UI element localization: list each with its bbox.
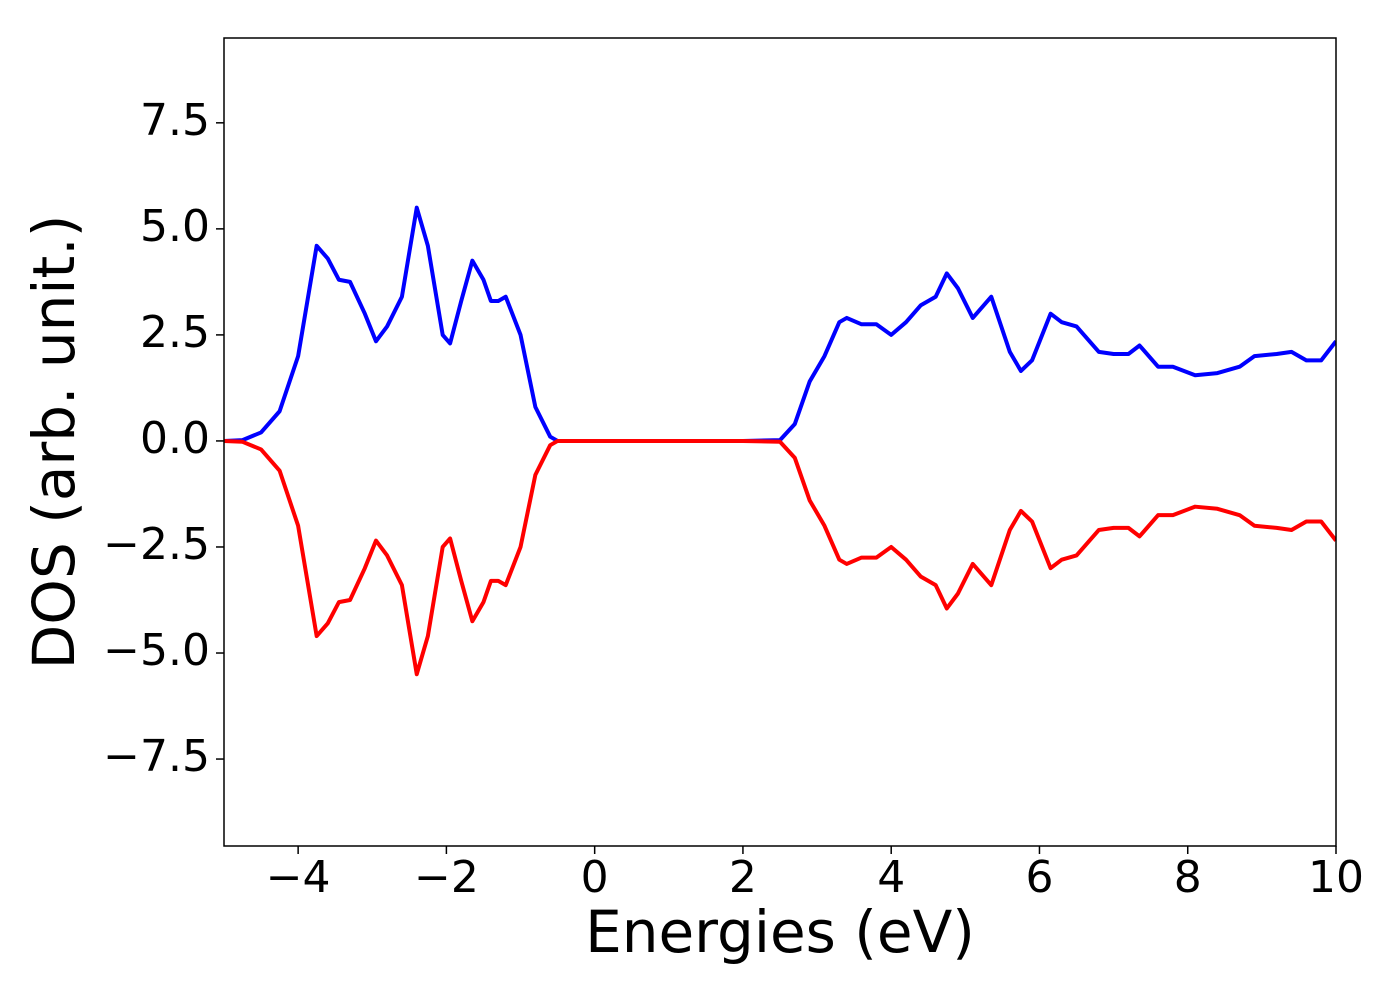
y-tick-label: −2.5 xyxy=(103,519,210,570)
x-tick-label: 10 xyxy=(1308,852,1364,903)
x-tick-label: 6 xyxy=(1025,852,1053,903)
x-tick-label: −4 xyxy=(266,852,331,903)
y-tick-label: 7.5 xyxy=(140,95,210,146)
dos-line xyxy=(224,205,1336,443)
x-tick-label: −2 xyxy=(414,852,479,903)
y-tick-label: −5.0 xyxy=(103,625,210,676)
y-tick-label: 0.0 xyxy=(140,413,210,464)
x-tick-label: 0 xyxy=(581,852,609,903)
y-tick-label: 2.5 xyxy=(140,307,210,358)
x-axis-label: Energies (eV) xyxy=(585,898,975,966)
x-tick-label: 2 xyxy=(729,852,757,903)
x-tick-label: 8 xyxy=(1174,852,1202,903)
y-axis-label: DOS (arb. unit.) xyxy=(20,215,88,670)
y-tick-label: 5.0 xyxy=(140,201,210,252)
dos-line xyxy=(224,438,1336,677)
y-tick-label: −7.5 xyxy=(103,731,210,782)
plot-frame xyxy=(223,37,1337,847)
x-tick-label: 4 xyxy=(877,852,905,903)
